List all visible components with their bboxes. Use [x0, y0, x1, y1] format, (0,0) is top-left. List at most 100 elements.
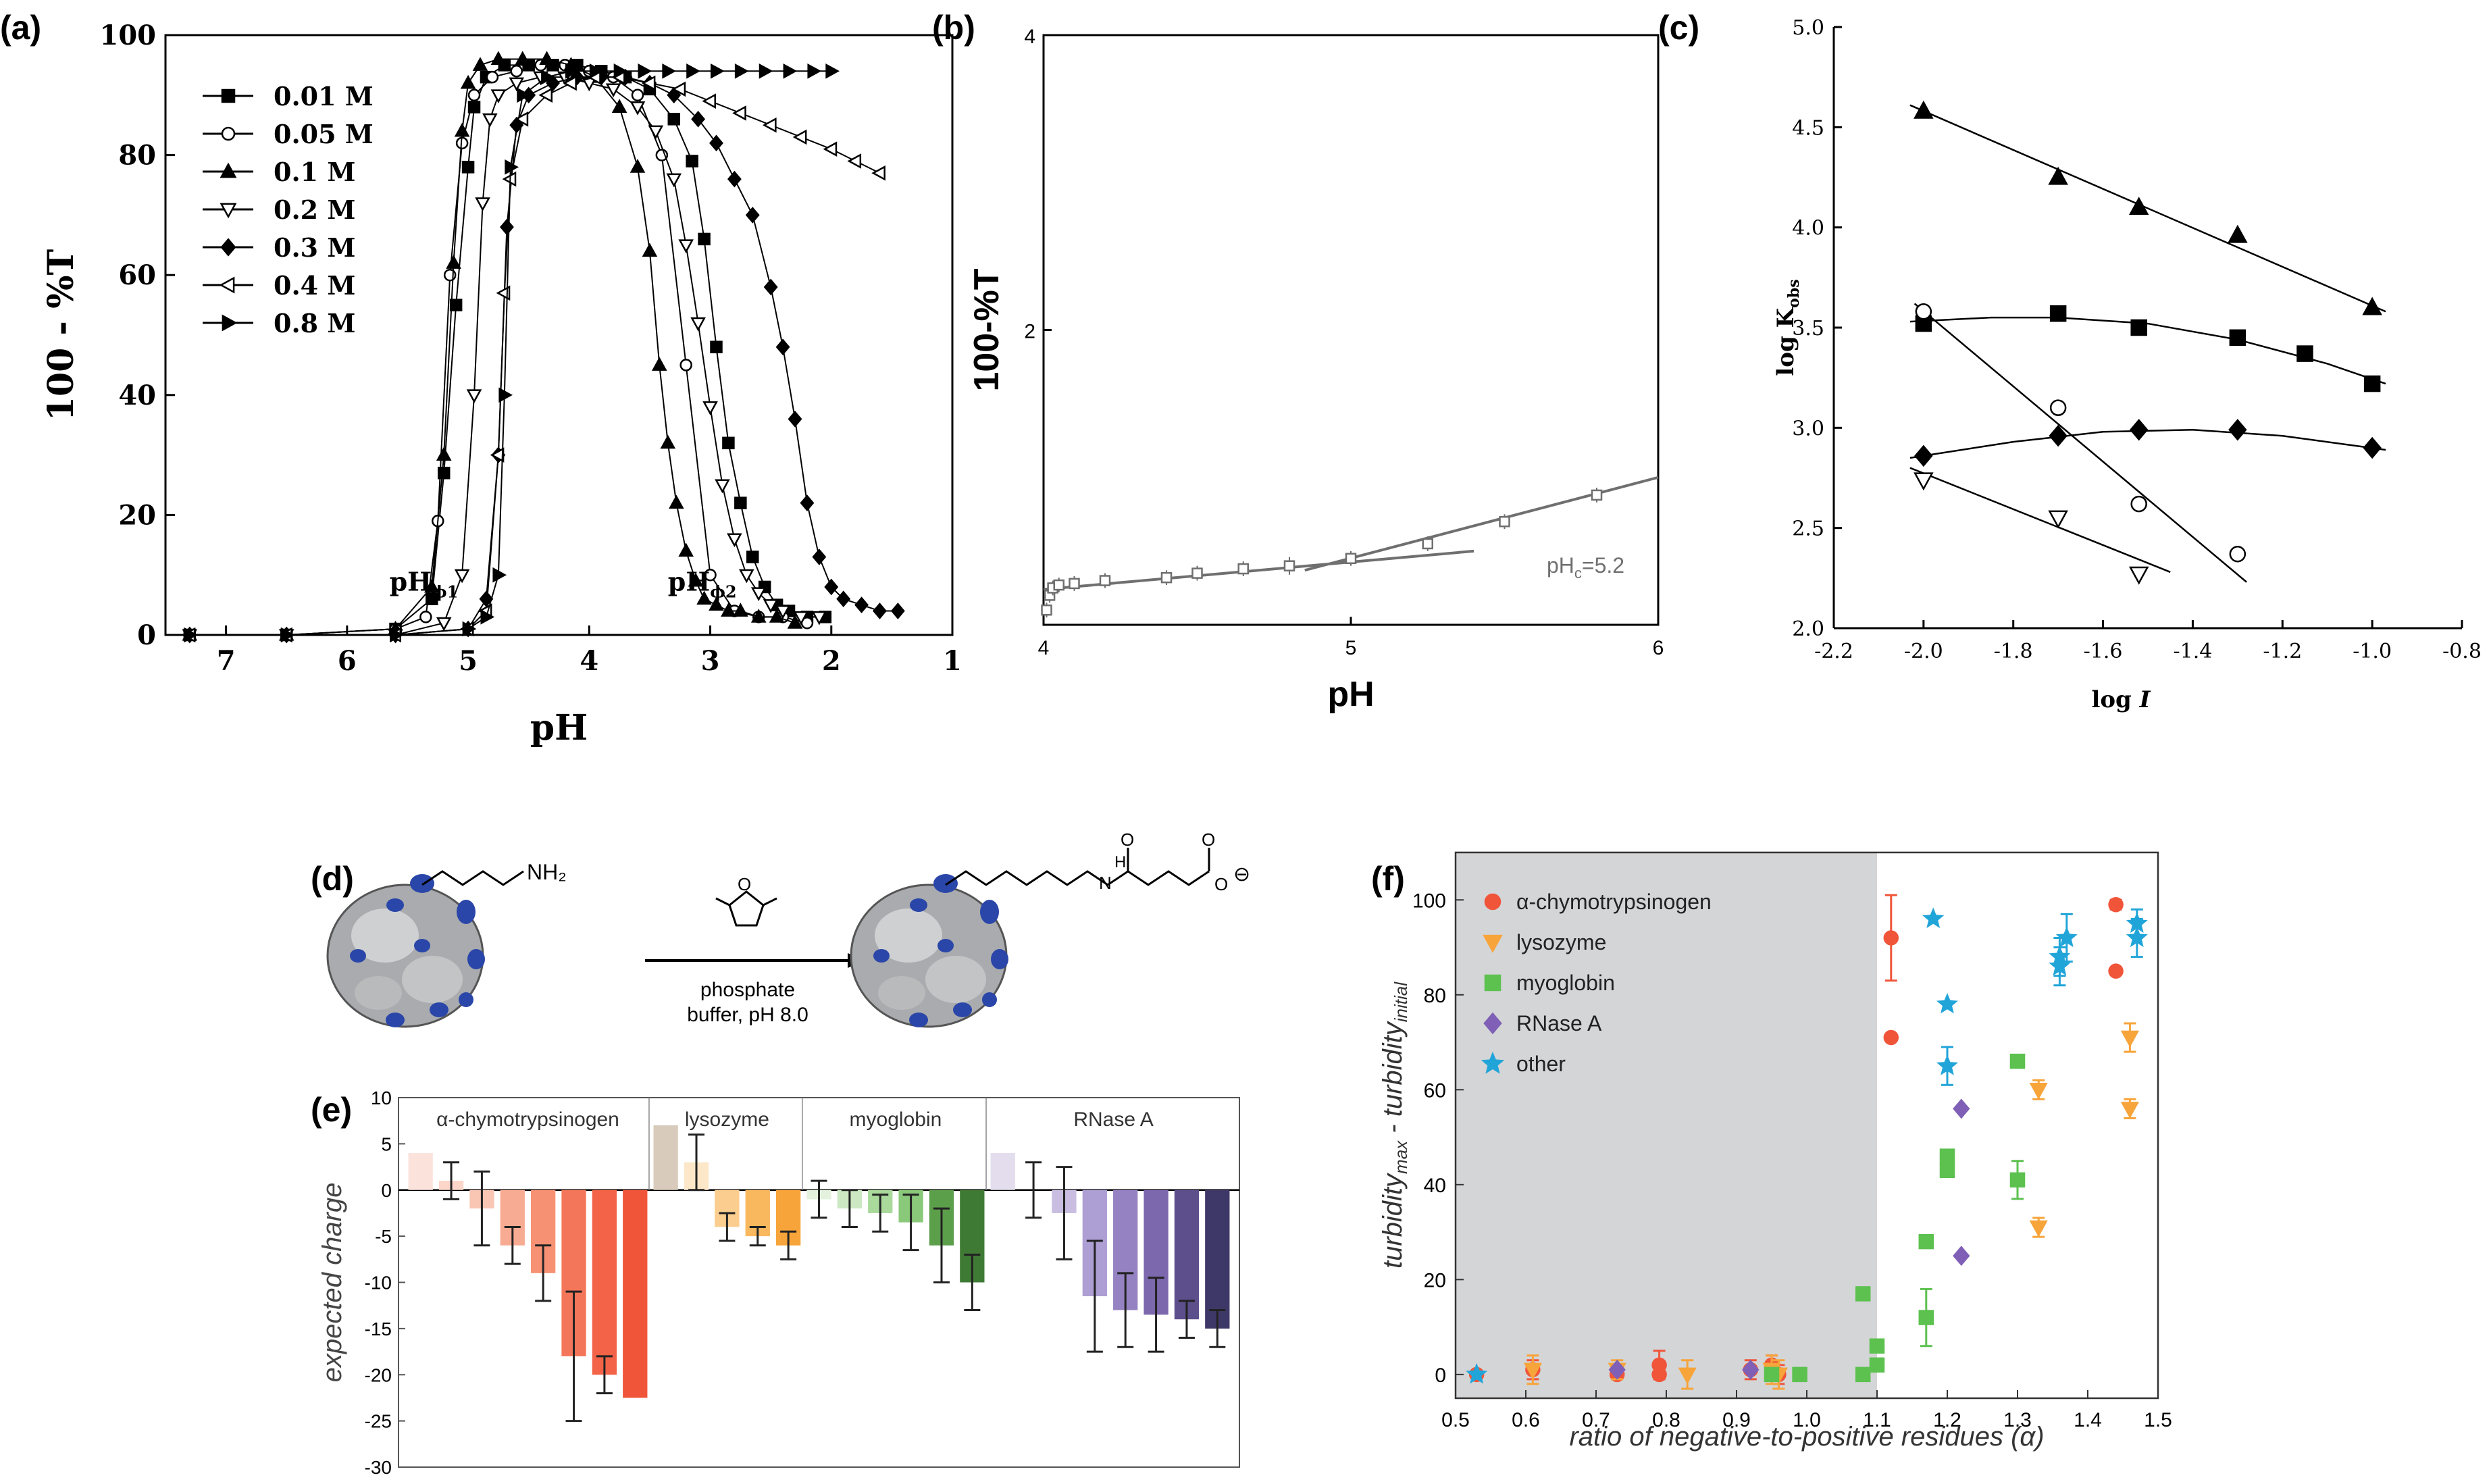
series-other [1466, 907, 2148, 1384]
data-point [638, 63, 652, 79]
data-point [812, 548, 827, 565]
chart-a: 7 6 5 4 3 2 1 0 20 40 60 80 100 pH 100 - %T 0.01 M 0.05 … [41, 20, 962, 748]
legend-marker [220, 203, 237, 219]
panel-label-c: (c) [1658, 9, 1699, 47]
data-point [460, 74, 476, 89]
legend-marker [1483, 1012, 1502, 1035]
x-tick-label: 1.2 [1933, 1409, 1961, 1431]
data-point [436, 446, 452, 461]
reagent-line-1: phosphate [700, 979, 795, 1001]
y-tick-label: 40 [118, 380, 156, 411]
data-point [811, 611, 827, 625]
data-point [2009, 1172, 2026, 1188]
y-tick-label: -5 [375, 1226, 392, 1247]
x-tick-label: 5 [459, 645, 478, 677]
legend-marker [1484, 893, 1501, 911]
fit-line [1043, 549, 1474, 591]
y-tick-label: 3.0 [1792, 417, 1824, 440]
bar [592, 1189, 617, 1375]
fit-line [1909, 467, 2171, 573]
x-tick-label: -1.6 [2084, 640, 2123, 663]
series-myoglobin [1764, 1053, 2026, 1383]
data-point [2228, 419, 2247, 441]
data-point [492, 567, 507, 583]
fit-line [1909, 316, 2386, 385]
data-point [715, 479, 730, 494]
x-tick-label: -1.2 [2263, 640, 2302, 663]
data-point [426, 592, 438, 605]
data-point [2055, 926, 2078, 948]
data-point [762, 117, 777, 133]
shaded-region [1456, 852, 1877, 1398]
data-point [515, 51, 531, 65]
y-tick-label: 80 [1424, 985, 1446, 1007]
series-0 [1909, 100, 2386, 315]
y-tick-label: 20 [118, 499, 156, 531]
data-point [1883, 1029, 1899, 1046]
x-tick-label: 3 [701, 645, 720, 677]
data-point [437, 466, 451, 480]
data-point [734, 63, 749, 79]
legend-label: myoglobin [1516, 971, 1615, 995]
data-point [1345, 553, 1357, 565]
data-point [825, 63, 840, 79]
series-4 [1914, 303, 2247, 583]
x-tick-label: -2.0 [1904, 640, 1943, 663]
data-point [800, 494, 815, 511]
legend-label: lysozyme [1516, 930, 1606, 954]
data-point [2029, 1083, 2048, 1100]
legend-label: 0.05 M [274, 119, 374, 149]
data-point [2108, 897, 2124, 913]
data-point [871, 165, 885, 181]
lysine-chain-left [421, 870, 524, 886]
data-point [2120, 1102, 2140, 1119]
x-tick-label: 7 [217, 645, 236, 677]
carboxylate-o-label: O [1214, 874, 1228, 894]
data-point [1883, 930, 1899, 946]
data-point [1869, 1338, 1885, 1354]
data-point [2128, 197, 2149, 215]
data-point [738, 569, 754, 584]
y-tick-label: -25 [365, 1411, 392, 1432]
data-point [2048, 510, 2068, 529]
data-point [490, 447, 505, 463]
panel-label-a: (a) [0, 9, 41, 47]
data-point [1466, 1363, 1488, 1384]
y-tick-label: 2.0 [1792, 617, 1824, 641]
fit-line [1914, 303, 2247, 583]
data-point [280, 627, 295, 643]
y-axis-label-sub: initial [1391, 981, 1411, 1022]
legend-marker [222, 314, 238, 332]
annotation-sub: c [1574, 565, 1582, 582]
x-tick-label: 6 [338, 645, 357, 677]
group-label: lysozyme [685, 1108, 769, 1131]
legend-marker [220, 238, 236, 257]
x-tick-label: 1.0 [1793, 1409, 1821, 1431]
series-0.8M [184, 63, 840, 643]
x-axis-label: pH [530, 707, 588, 748]
panel-label-f: (f) [1371, 860, 1405, 898]
data-point [648, 125, 664, 140]
y-tick-label: 80 [118, 140, 156, 172]
data-point [759, 63, 773, 79]
data-point [1041, 604, 1052, 616]
x-tick-label: -2.2 [1814, 640, 1853, 663]
x-tick-label: -0.8 [2442, 640, 2482, 663]
legend-label: 0.4 M [274, 270, 355, 301]
data-point [631, 88, 644, 102]
legend-label: 0.3 M [274, 232, 355, 263]
y-axis-label-sub: max [1391, 1140, 1411, 1174]
y-tick-label: 60 [118, 259, 156, 291]
bar [990, 1153, 1015, 1190]
data-point [660, 434, 676, 449]
bar [623, 1189, 648, 1398]
x-tick-label: 1.4 [2074, 1409, 2102, 1431]
data-point [630, 101, 646, 116]
series-line [189, 64, 808, 636]
data-point [1651, 1366, 1667, 1383]
data-point [678, 239, 694, 254]
data-point [721, 603, 736, 617]
data-point [541, 69, 555, 85]
legend-marker [220, 162, 237, 178]
